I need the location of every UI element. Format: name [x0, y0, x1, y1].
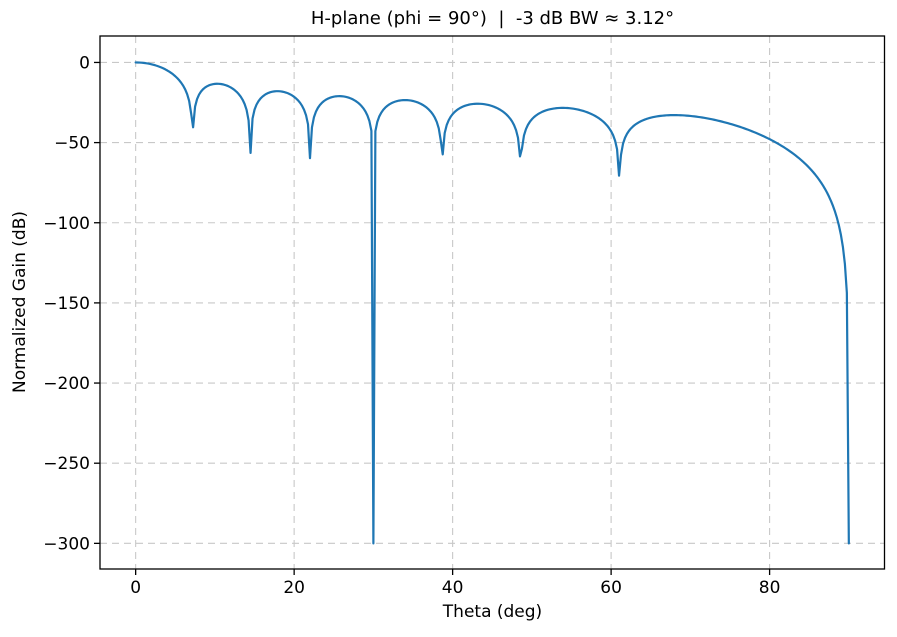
gain-curve [134, 61, 850, 545]
x-tick-label: 0 [130, 578, 141, 598]
y-tick-label: −250 [43, 454, 90, 474]
tick-marks [94, 61, 771, 575]
x-tick-label: 80 [759, 578, 781, 598]
gridlines [100, 36, 885, 569]
x-tick-label: 20 [283, 578, 305, 598]
x-axis-label: Theta (deg) [442, 602, 543, 622]
y-tick-label: −300 [43, 534, 90, 554]
x-tick-label: 60 [600, 578, 622, 598]
y-tick-label: −50 [54, 134, 90, 154]
chart-title: H-plane (phi = 90°) | -3 dB BW ≈ 3.12° [310, 8, 675, 29]
x-tick-label: 40 [442, 578, 464, 598]
y-tick-label: 0 [79, 53, 90, 73]
y-tick-label: −200 [43, 374, 90, 394]
y-axis-label: Normalized Gain (dB) [10, 210, 30, 394]
tick-labels: 0 20 40 60 80 0 −50 −100 −150 −200 −250 −300 [43, 53, 780, 598]
y-tick-label: −150 [43, 294, 90, 314]
y-tick-label: −100 [43, 214, 90, 234]
